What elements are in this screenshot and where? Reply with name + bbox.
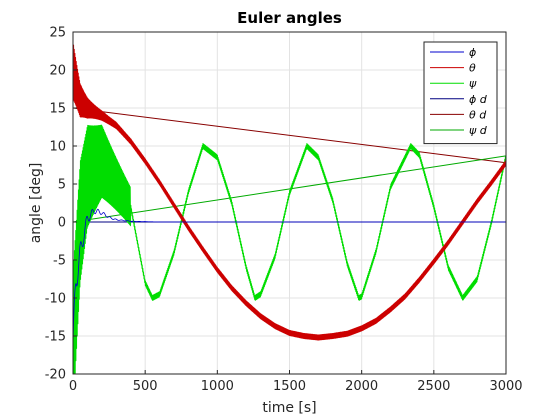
x-tick-label: 3000 <box>489 379 522 394</box>
y-tick-label: 0 <box>58 216 66 231</box>
x-tick-label: 0 <box>69 379 77 394</box>
series-line <box>73 155 506 223</box>
legend: ϕθψ ϕ d θ d ψ d <box>423 41 498 145</box>
x-tick-label: 1000 <box>201 379 234 394</box>
legend-entry: θ d <box>469 108 487 121</box>
y-axis-label: angle [deg] <box>28 163 44 244</box>
legend-entry: ψ <box>469 77 477 90</box>
y-tick-label: -15 <box>45 330 66 345</box>
legend-entry: ϕ d <box>469 93 488 106</box>
y-tick-label: -20 <box>45 368 66 383</box>
series-line <box>73 40 506 341</box>
x-tick-label: 2000 <box>345 379 378 394</box>
y-tick-label: 25 <box>49 26 66 41</box>
legend-entry: θ <box>469 62 476 75</box>
x-axis-label: time [s] <box>262 400 316 416</box>
x-tick-label: 500 <box>133 379 158 394</box>
legend-entry: ϕ <box>469 46 476 59</box>
series-line <box>73 208 506 344</box>
x-tick-label: 1500 <box>273 379 306 394</box>
series-line <box>73 124 506 374</box>
y-tick-label: 10 <box>49 140 66 155</box>
legend-entry: ψ d <box>469 124 488 137</box>
x-tick-label: 2500 <box>417 379 450 394</box>
series-layer <box>73 40 506 374</box>
y-tick-label: 15 <box>49 102 66 117</box>
y-tick-label: 5 <box>58 178 66 193</box>
axis-ticks: 0 500 1000 1500 2000 2500 3000 -20 -15 -10 -5 0 5 10 1… <box>45 26 523 395</box>
y-tick-label: -5 <box>53 254 66 269</box>
legend-box <box>423 41 498 145</box>
y-tick-label: 20 <box>49 64 66 79</box>
series-line <box>73 107 506 164</box>
y-tick-label: -10 <box>45 292 66 307</box>
chart-title: Euler angles <box>237 9 342 27</box>
